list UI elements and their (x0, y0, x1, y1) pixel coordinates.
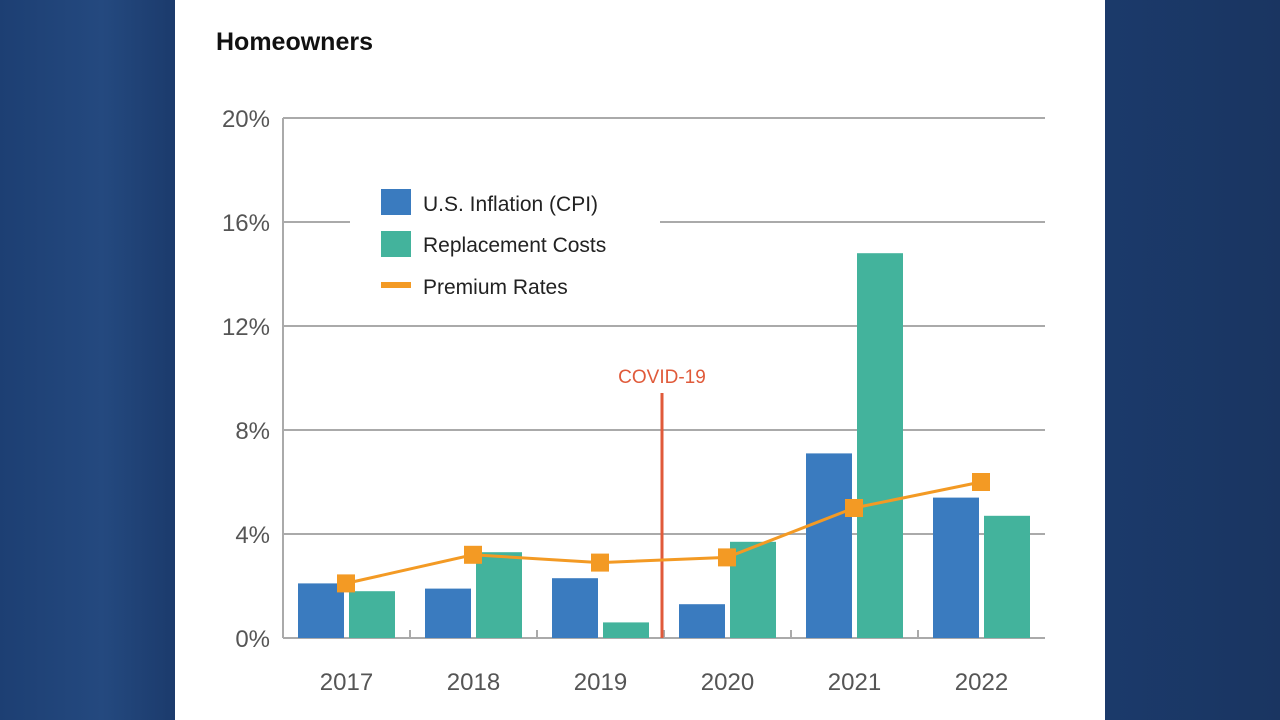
legend-swatch-cpi (381, 189, 411, 215)
bar-cpi (933, 497, 979, 638)
bar-replacement-costs (349, 591, 395, 638)
y-tick-label: 20% (222, 106, 270, 133)
bar-cpi (298, 583, 344, 638)
bar-replacement-costs (603, 622, 649, 638)
premium-rates-line (345, 480, 982, 585)
bar-replacement-costs (730, 541, 776, 638)
chart-title: Homeowners (216, 28, 373, 56)
premium-rates-marker (845, 499, 863, 517)
premium-rates-marker (591, 553, 609, 572)
bar-cpi (552, 578, 598, 638)
legend-swatch-replacement-costs (381, 231, 411, 257)
bar-replacement-costs (984, 515, 1030, 638)
x-tick-label: 2018 (447, 669, 500, 696)
y-tick-label: 8% (235, 418, 270, 445)
legend-label-premium-rates: Premium Rates (423, 276, 568, 299)
premium-rates-marker (718, 548, 736, 567)
x-tick-label: 2017 (320, 669, 373, 696)
bar-cpi (425, 588, 471, 638)
legend-label-replacement-costs: Replacement Costs (423, 234, 606, 257)
y-tick-label: 16% (222, 210, 270, 237)
x-tick-label: 2019 (574, 669, 627, 696)
legend-label-cpi: U.S. Inflation (CPI) (423, 193, 598, 216)
premium-rates-marker (464, 545, 482, 564)
covid-label: COVID-19 (618, 367, 706, 388)
legend-swatch-premium-rates (381, 282, 411, 288)
premium-rates-marker (972, 473, 990, 491)
bar-cpi (806, 453, 852, 638)
premium-rates-marker (337, 574, 355, 593)
bar-replacement-costs (857, 253, 903, 638)
x-tick-label: 2022 (955, 669, 1008, 696)
y-tick-label: 0% (235, 626, 270, 653)
bar-cpi (679, 604, 725, 638)
y-tick-label: 4% (235, 522, 270, 549)
bar-replacement-costs (476, 552, 522, 638)
x-tick-label: 2021 (828, 669, 881, 696)
x-tick-label: 2020 (701, 669, 754, 696)
y-tick-label: 12% (222, 314, 270, 341)
